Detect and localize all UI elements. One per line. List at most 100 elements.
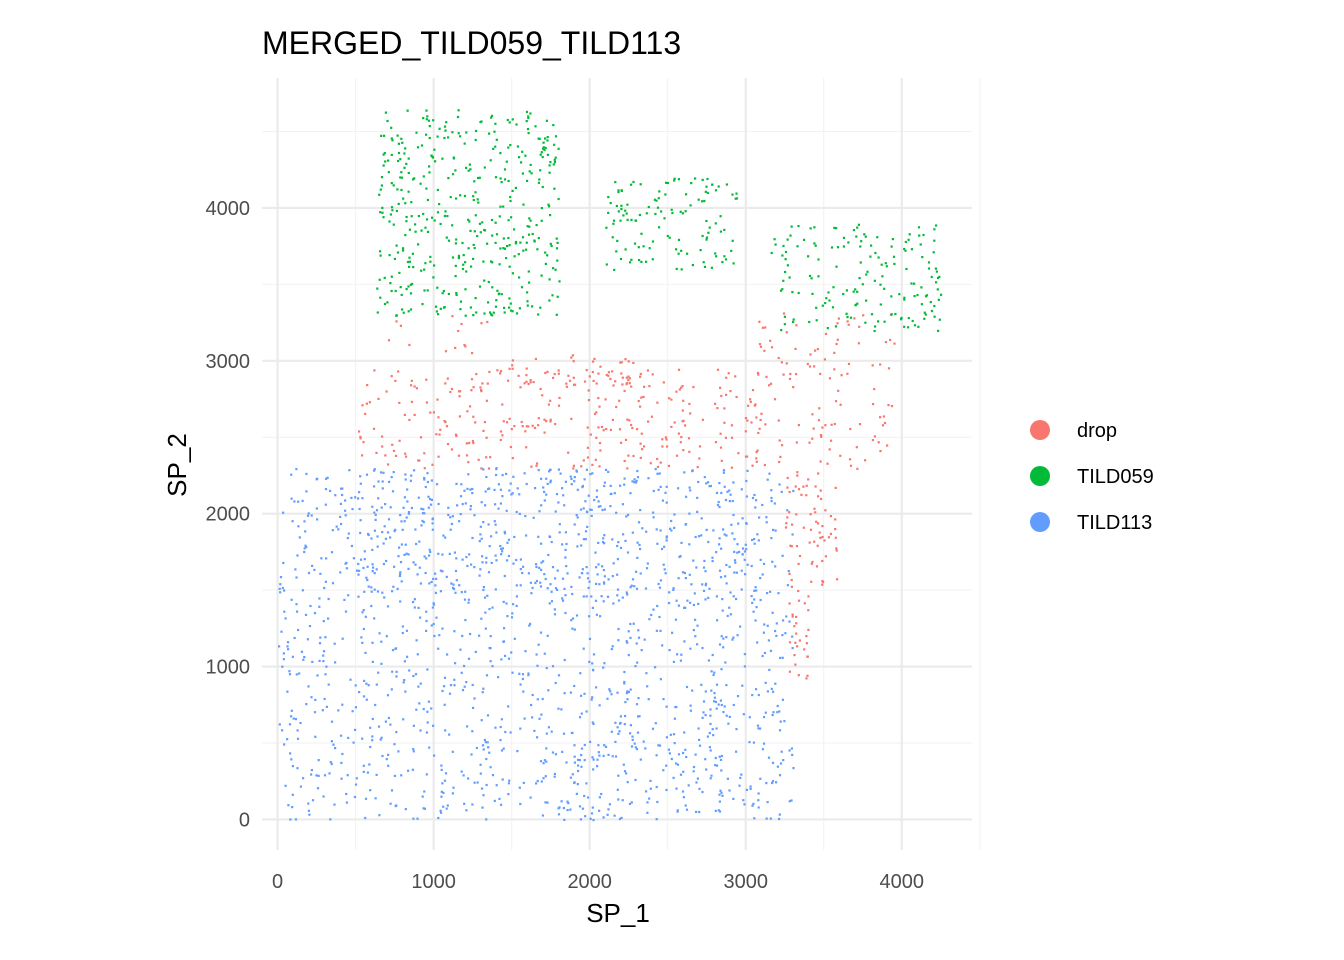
data-point — [714, 222, 717, 225]
data-point — [603, 582, 606, 585]
data-point — [632, 180, 635, 184]
data-point — [530, 465, 533, 468]
data-point — [890, 295, 893, 298]
data-point — [354, 706, 357, 709]
data-point — [751, 496, 755, 500]
data-point — [380, 736, 383, 739]
data-point — [607, 196, 610, 199]
data-point — [539, 153, 542, 156]
data-point — [434, 305, 438, 308]
data-point — [474, 297, 477, 300]
data-point — [543, 431, 546, 434]
data-point — [350, 496, 353, 499]
data-point — [459, 135, 462, 138]
data-point — [422, 521, 425, 524]
data-point — [675, 390, 678, 393]
data-point — [481, 221, 484, 224]
data-point — [589, 473, 592, 476]
data-point — [731, 499, 734, 503]
data-point — [816, 544, 819, 547]
data-point — [670, 398, 673, 401]
data-point — [782, 373, 785, 376]
data-point — [489, 766, 492, 769]
data-point — [784, 526, 788, 529]
data-point — [673, 717, 676, 720]
data-point — [407, 769, 410, 772]
data-point — [760, 412, 763, 415]
data-point — [708, 746, 711, 749]
data-point — [687, 437, 691, 440]
data-point — [500, 293, 503, 296]
data-point — [378, 278, 381, 281]
data-point — [484, 611, 487, 614]
data-point — [630, 183, 633, 186]
data-point — [778, 774, 782, 777]
data-point — [481, 555, 484, 558]
data-point — [621, 383, 624, 386]
data-point — [494, 145, 497, 148]
data-point — [790, 225, 793, 228]
data-point — [472, 198, 475, 202]
data-point — [652, 608, 655, 611]
data-point — [539, 581, 542, 584]
data-point — [443, 676, 447, 679]
data-point — [415, 708, 418, 711]
data-point — [519, 568, 522, 571]
data-point — [399, 514, 402, 517]
data-point — [775, 622, 778, 625]
data-point — [925, 294, 929, 297]
data-point — [854, 288, 857, 291]
data-point — [937, 298, 940, 301]
data-point — [379, 188, 382, 191]
data-point — [472, 441, 475, 445]
data-point — [834, 528, 837, 531]
data-point — [635, 703, 639, 706]
data-point — [827, 291, 830, 294]
data-point — [557, 468, 560, 471]
data-point — [619, 721, 622, 725]
data-point — [797, 562, 800, 565]
data-point — [591, 606, 594, 609]
data-point — [408, 669, 411, 672]
data-point — [893, 342, 896, 345]
data-point — [499, 247, 502, 250]
data-point — [605, 427, 608, 431]
data-point — [744, 573, 747, 576]
data-point — [455, 292, 458, 295]
data-point — [836, 322, 839, 325]
data-point — [598, 796, 601, 799]
data-point — [407, 157, 410, 160]
data-point — [303, 547, 306, 550]
data-point — [756, 724, 760, 727]
data-point — [507, 554, 510, 558]
data-point — [399, 176, 402, 179]
data-point — [421, 795, 424, 798]
data-point — [933, 228, 936, 231]
data-point — [345, 567, 348, 570]
data-point — [363, 679, 366, 682]
data-point — [658, 615, 661, 619]
data-point — [757, 792, 760, 795]
data-point — [819, 372, 822, 375]
data-point — [834, 536, 837, 539]
data-point — [340, 777, 343, 780]
data-point — [480, 617, 483, 620]
data-point — [414, 563, 417, 566]
data-point — [392, 585, 395, 588]
data-point — [357, 595, 360, 598]
data-point — [787, 570, 790, 573]
data-point — [395, 647, 398, 650]
data-point — [281, 586, 284, 590]
data-point — [768, 668, 771, 671]
data-point — [558, 531, 561, 534]
data-point — [664, 436, 667, 439]
data-point — [715, 255, 718, 258]
data-point — [663, 217, 666, 220]
data-point — [905, 267, 908, 271]
data-point — [405, 288, 408, 291]
data-point — [525, 446, 528, 449]
data-point — [670, 757, 673, 761]
data-point — [360, 636, 363, 639]
data-point — [733, 571, 736, 574]
data-point — [650, 415, 653, 418]
